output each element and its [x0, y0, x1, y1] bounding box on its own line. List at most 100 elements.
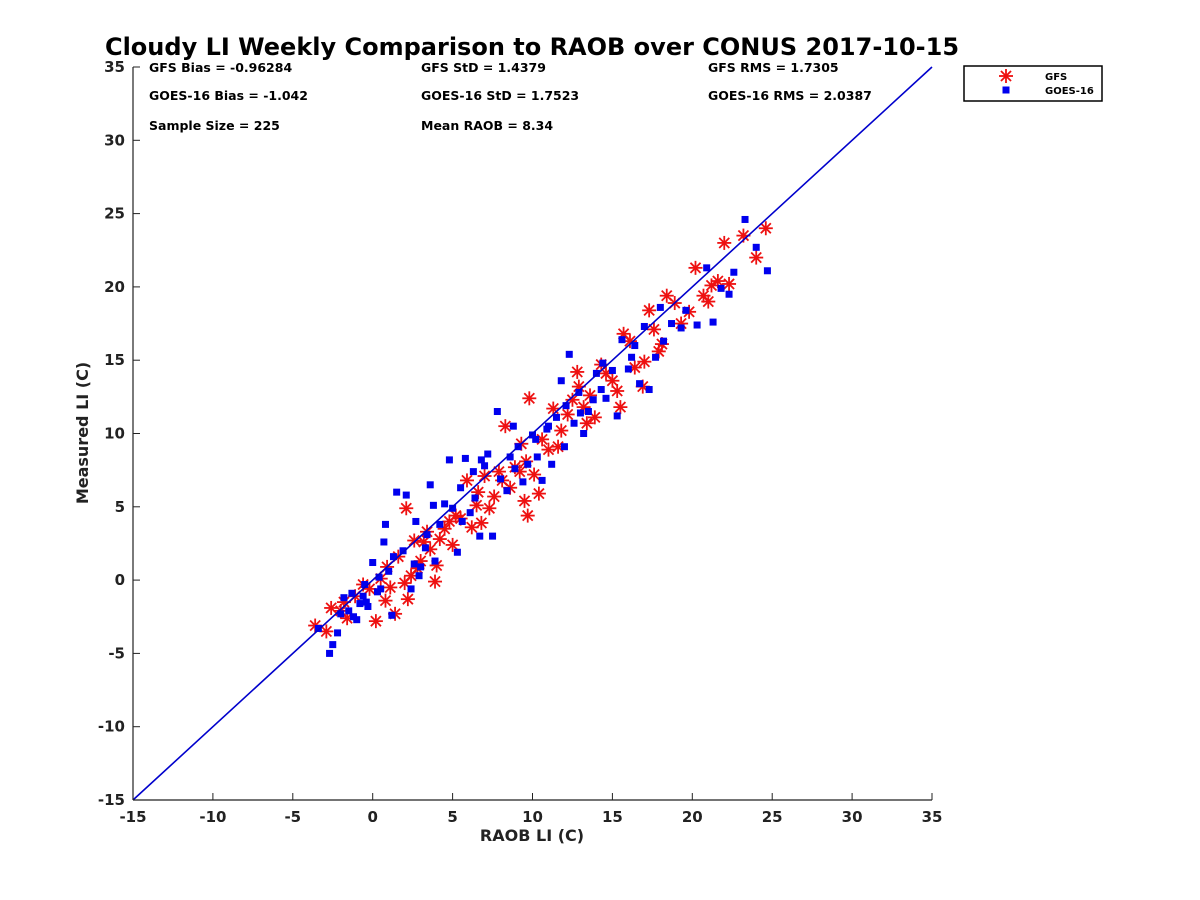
gfs-point — [517, 493, 532, 508]
goes16-point — [385, 567, 393, 575]
gfs-point — [383, 580, 398, 595]
stats-annotations: GFS Bias = -0.96284 GOES-16 Bias = -1.04… — [149, 60, 872, 133]
stat-mean-raob: Mean RAOB = 8.34 — [421, 118, 553, 133]
gfs-point — [520, 508, 535, 523]
goes16-point — [631, 342, 639, 350]
goes16-point — [417, 563, 425, 571]
goes16-point — [597, 386, 605, 394]
y-tick-label: 30 — [104, 131, 125, 149]
x-tick-label: 10 — [522, 808, 543, 826]
gfs-point — [487, 489, 502, 504]
asterisk-stroke — [499, 420, 512, 432]
asterisk-stroke — [475, 517, 488, 529]
goes16-point — [493, 408, 501, 416]
gfs-point — [368, 614, 383, 629]
x-tick-label: 25 — [762, 808, 783, 826]
goes16-point — [484, 450, 492, 458]
goes16-point — [466, 509, 474, 517]
legend-box — [963, 65, 1103, 102]
y-axis-ticks: -15 -10 -5 0 5 10 15 20 25 30 35 — [98, 58, 140, 809]
goes16-point — [503, 487, 511, 495]
goes16-point — [560, 443, 568, 451]
goes16-point — [350, 613, 358, 621]
asterisk-stroke — [533, 487, 545, 500]
gfs-point — [642, 303, 657, 318]
goes16-point — [717, 284, 725, 292]
asterisk-stroke — [528, 468, 540, 481]
goes16-point — [345, 607, 353, 615]
gfs-point — [613, 400, 628, 415]
asterisk-stroke — [402, 593, 414, 605]
x-tick-label: 0 — [367, 808, 377, 826]
gfs-point — [717, 235, 732, 250]
asterisk-stroke — [712, 275, 724, 287]
asterisk-stroke — [1000, 70, 1012, 82]
goes16-point — [552, 413, 560, 421]
asterisk-stroke — [689, 262, 702, 274]
gfs-point — [701, 294, 716, 309]
gfs-point — [610, 383, 625, 398]
goes16-point — [725, 290, 733, 298]
goes16-point — [548, 460, 556, 468]
y-tick-label: 35 — [104, 58, 125, 76]
goes16-point — [337, 610, 345, 618]
asterisk-stroke — [718, 237, 730, 249]
asterisk-stroke — [614, 401, 627, 413]
goes16-point — [618, 336, 626, 344]
asterisk-stroke — [379, 594, 392, 607]
y-tick-label: -10 — [98, 718, 125, 736]
goes16-point — [752, 243, 760, 251]
asterisk-stroke — [493, 465, 505, 478]
goes16-point — [340, 594, 348, 602]
y-tick-label: 15 — [104, 351, 125, 369]
stat-gfs-bias: GFS Bias = -0.96284 — [149, 60, 292, 75]
legend-gfs-marker — [999, 69, 1013, 83]
asterisk-stroke — [466, 521, 478, 534]
goes16-point — [519, 478, 527, 486]
stat-gfs-std: GFS StD = 1.4379 — [421, 60, 546, 75]
goes16-point — [640, 322, 648, 330]
goes16-point — [730, 268, 738, 276]
goes16-point — [410, 560, 418, 568]
asterisk-stroke — [750, 251, 762, 264]
asterisk-stroke — [461, 474, 473, 487]
goes16-point — [431, 557, 439, 565]
asterisk-stroke — [470, 499, 483, 512]
goes16-point — [636, 380, 644, 388]
scatter-markers — [308, 215, 773, 657]
goes16-point — [602, 394, 610, 402]
goes16-point — [476, 532, 484, 540]
asterisk-stroke — [561, 408, 574, 421]
y-tick-label: -5 — [108, 644, 125, 662]
goes16-point — [538, 476, 546, 484]
goes16-point — [497, 475, 505, 483]
gfs-point — [407, 533, 422, 548]
gfs-point — [319, 624, 334, 639]
plot-area: -15 -10 -5 0 5 10 15 20 25 30 35 -15 -10 -5 0 5 10 15 20 2… — [98, 58, 943, 826]
x-tick-label: -10 — [199, 808, 226, 826]
goes16-point — [453, 548, 461, 556]
goes16-point — [329, 641, 337, 649]
gfs-point — [579, 416, 594, 431]
goes16-point — [377, 585, 385, 593]
asterisk-stroke — [737, 229, 750, 242]
y-tick-label: -15 — [98, 791, 125, 809]
asterisk-stroke — [408, 534, 420, 547]
goes16-point — [415, 572, 423, 580]
goes16-point — [449, 504, 457, 512]
stat-gfs-rms: GFS RMS = 1.7305 — [708, 60, 839, 75]
asterisk-stroke — [581, 417, 593, 429]
gfs-point — [560, 407, 575, 422]
goes16-point — [477, 456, 485, 464]
goes16-point — [471, 494, 479, 502]
goes16-point — [613, 412, 621, 420]
goes16-point — [677, 324, 685, 332]
asterisk-stroke — [697, 290, 710, 302]
asterisk-stroke — [584, 389, 596, 402]
goes16-point — [575, 388, 583, 396]
gfs-point — [570, 364, 585, 379]
legend-gfs-label: GFS — [1045, 72, 1067, 83]
asterisk-stroke — [522, 509, 534, 522]
goes16-point — [421, 544, 429, 552]
asterisk-stroke — [648, 323, 660, 336]
